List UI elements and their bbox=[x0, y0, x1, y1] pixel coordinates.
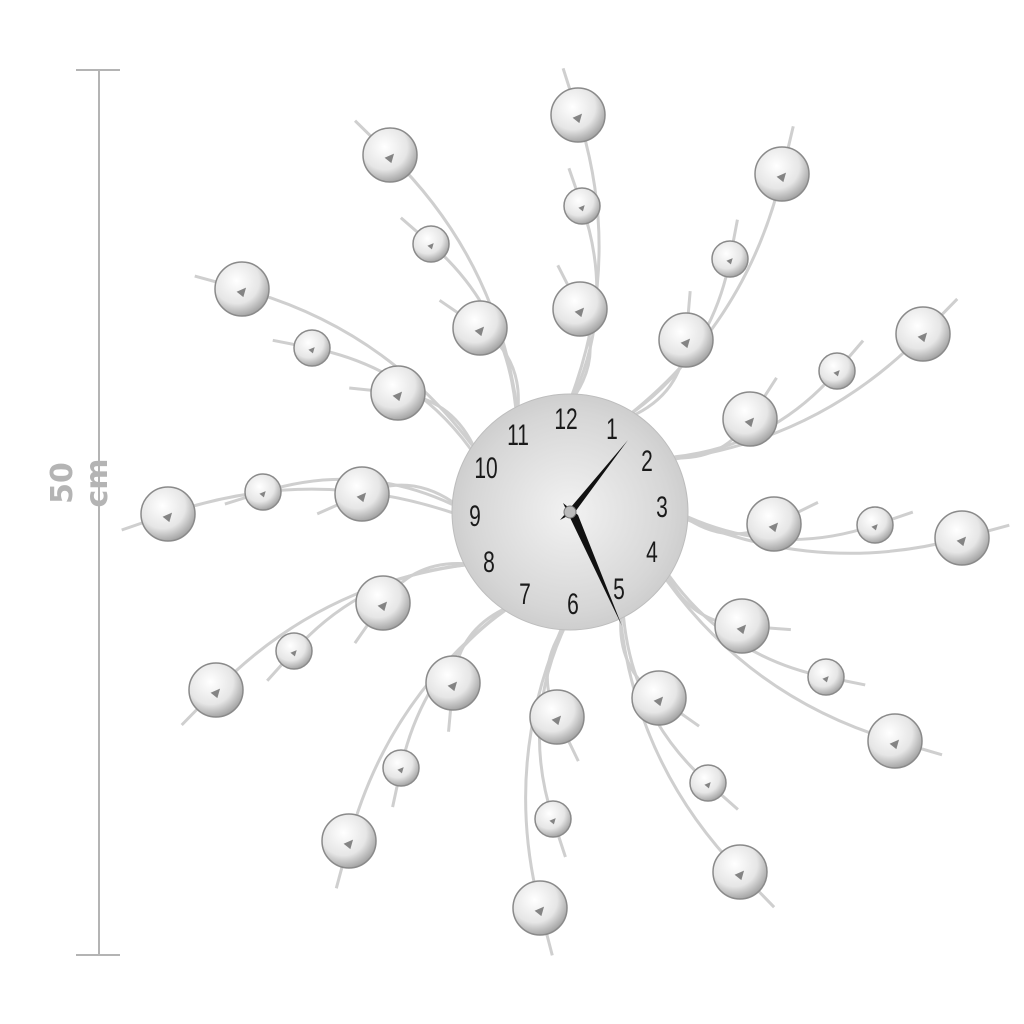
crystal-gem bbox=[425, 655, 481, 711]
gem-facet bbox=[574, 307, 585, 318]
clock-numeral-7: 7 bbox=[519, 578, 531, 611]
gem-facet bbox=[726, 258, 733, 265]
crystal-gem bbox=[631, 670, 687, 726]
crystal-gem bbox=[807, 658, 845, 696]
crystal-gem bbox=[563, 187, 601, 225]
gem-facet bbox=[377, 601, 388, 612]
crystal-gem bbox=[711, 240, 749, 278]
gem-facet bbox=[392, 391, 403, 402]
gem-facet bbox=[680, 338, 691, 349]
clock-numeral-3: 3 bbox=[656, 491, 668, 524]
crystal-gem bbox=[355, 575, 411, 631]
crystal-gem bbox=[529, 689, 585, 745]
dimension-label: 50 cm bbox=[45, 458, 115, 508]
crystal-gem bbox=[534, 800, 572, 838]
crystal-gem bbox=[867, 713, 923, 769]
gem-facet bbox=[833, 370, 840, 377]
crystal-gem bbox=[293, 329, 331, 367]
gem-facet bbox=[162, 512, 173, 523]
clock-numeral-6: 6 bbox=[567, 588, 579, 621]
minute-hand bbox=[563, 503, 622, 626]
gem-facet bbox=[889, 739, 900, 750]
gem-facet bbox=[822, 676, 829, 683]
crystal-gem bbox=[712, 844, 768, 900]
gem-facet bbox=[768, 522, 779, 533]
gem-facet bbox=[549, 818, 556, 825]
crystal-gem bbox=[452, 300, 508, 356]
crystal-gem bbox=[714, 598, 770, 654]
gem-facet bbox=[384, 153, 395, 164]
clock-numeral-1: 1 bbox=[606, 413, 618, 446]
gem-facet bbox=[397, 767, 404, 774]
gem-facet bbox=[578, 205, 585, 212]
dimension-line bbox=[76, 69, 120, 956]
crystal-gem bbox=[382, 749, 420, 787]
gem-facet bbox=[744, 417, 755, 428]
clock-numeral-12: 12 bbox=[554, 403, 578, 436]
crystal-gem bbox=[746, 496, 802, 552]
crystal-gem bbox=[334, 466, 390, 522]
gem-facet bbox=[343, 839, 354, 850]
crystal-gem bbox=[362, 127, 418, 183]
crystal-gem bbox=[275, 632, 313, 670]
gem-facet bbox=[956, 536, 967, 547]
gem-facet bbox=[427, 243, 434, 250]
gem-facet bbox=[736, 624, 747, 635]
gem-facet bbox=[917, 332, 928, 343]
clock-numeral-9: 9 bbox=[469, 500, 481, 533]
gem-facet bbox=[871, 524, 878, 531]
clock-numeral-4: 4 bbox=[646, 536, 658, 569]
gem-facet bbox=[776, 172, 787, 183]
clock-numeral-5: 5 bbox=[613, 573, 625, 606]
gem-facet bbox=[356, 492, 367, 503]
gem-facet bbox=[210, 688, 221, 699]
crystal-gem bbox=[321, 813, 377, 869]
crystal-gem bbox=[552, 281, 608, 337]
crystal-gem bbox=[512, 880, 568, 936]
hour-hand bbox=[560, 440, 628, 520]
center-pin bbox=[563, 505, 577, 519]
gem-facet bbox=[734, 870, 745, 881]
crystal-gem bbox=[412, 225, 450, 263]
crystal-gem bbox=[370, 365, 426, 421]
gem-facet bbox=[572, 113, 583, 124]
clock-numeral-11: 11 bbox=[507, 419, 529, 452]
crystal-gems bbox=[140, 87, 990, 936]
gem-facet bbox=[259, 491, 266, 498]
crystal-gem bbox=[188, 662, 244, 718]
clock-hands bbox=[560, 440, 628, 626]
clock-numeral-2: 2 bbox=[641, 445, 653, 478]
clock-numeral-10: 10 bbox=[474, 452, 498, 485]
gem-facet bbox=[236, 287, 247, 298]
clock-numeral-8: 8 bbox=[483, 546, 495, 579]
crystal-gem bbox=[689, 764, 727, 802]
crystal-gem bbox=[722, 391, 778, 447]
gem-facet bbox=[534, 906, 545, 917]
crystal-gem bbox=[754, 146, 810, 202]
crystal-gem bbox=[658, 312, 714, 368]
crystal-gem bbox=[214, 261, 270, 317]
gem-facet bbox=[447, 681, 458, 692]
crystal-gem bbox=[550, 87, 606, 143]
gem-facet bbox=[653, 696, 664, 707]
crystal-gem bbox=[140, 486, 196, 542]
gem-facet bbox=[308, 347, 315, 354]
gem-facet bbox=[704, 782, 711, 789]
crystal-gem bbox=[244, 473, 282, 511]
gem-facet bbox=[551, 715, 562, 726]
crystal-gem bbox=[895, 306, 951, 362]
crystal-gem bbox=[934, 510, 990, 566]
gem-facet bbox=[290, 650, 297, 657]
crystal-gem bbox=[856, 506, 894, 544]
crystal-gem bbox=[818, 352, 856, 390]
gem-facet bbox=[474, 326, 485, 337]
